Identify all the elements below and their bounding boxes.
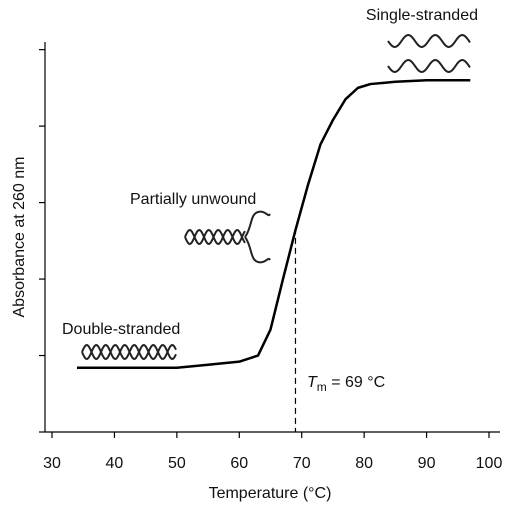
annotation: Double-stranded (62, 321, 180, 338)
annotation: Partially unwound (130, 191, 256, 208)
x-tick-label: 70 (293, 455, 311, 472)
x-tick-label: 90 (418, 455, 436, 472)
helix-strand (387, 33, 471, 49)
helix-strand (244, 210, 271, 238)
curve (76, 78, 471, 370)
helix-strand (81, 343, 177, 361)
x-tick-label: 60 (230, 455, 248, 472)
helix-strand (184, 228, 246, 246)
helix-icons (81, 33, 471, 361)
tm-symbol: T (307, 374, 318, 391)
x-tick-label: 40 (106, 455, 124, 472)
x-tick-label: 30 (43, 455, 61, 472)
x-tick-label: 50 (168, 455, 186, 472)
tm-label: Tm = 69 °C (307, 374, 385, 394)
annotation: Single-stranded (366, 7, 478, 24)
helix-strand (387, 58, 471, 74)
y-axis-label: Absorbance at 260 nm (11, 157, 28, 318)
x-tick-label: 80 (355, 455, 373, 472)
tm-subscript: m (317, 380, 327, 394)
tm-text: = 69 °C (327, 374, 385, 391)
helix-strand (244, 236, 271, 264)
x-tick-label: 100 (476, 455, 503, 472)
x-axis-label: Temperature (°C) (209, 485, 332, 502)
